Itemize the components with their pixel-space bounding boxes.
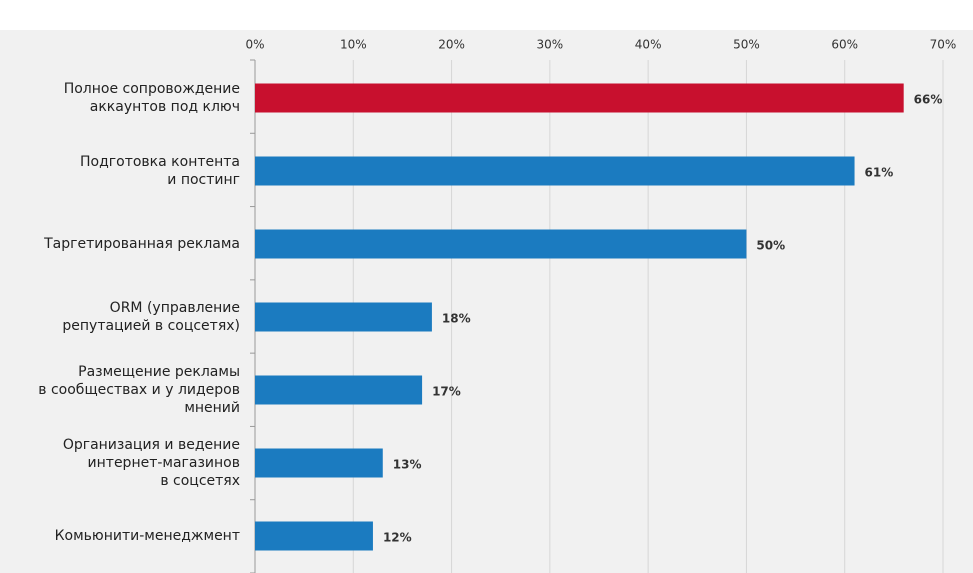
category-label: Организация и ведение интернет-магазинов… xyxy=(62,437,240,489)
category-label: Полное сопровождение аккаунтов под ключ xyxy=(63,81,240,115)
x-tick-label: 50% xyxy=(733,38,760,52)
value-label: 50% xyxy=(756,239,785,253)
x-tick-label: 40% xyxy=(635,38,662,52)
x-tick-label: 10% xyxy=(340,38,367,52)
category-label: Комьюнити-менеджмент xyxy=(54,528,240,544)
category-label: Подготовка контента и постинг xyxy=(80,154,240,188)
category-label: Таргетированная реклама xyxy=(44,236,240,252)
bar xyxy=(255,83,904,113)
bar xyxy=(255,521,373,551)
x-tick-label: 0% xyxy=(245,38,264,52)
value-label: 13% xyxy=(393,458,422,472)
value-label: 61% xyxy=(865,166,894,180)
header-band xyxy=(0,0,973,30)
bar xyxy=(255,156,855,186)
category-label: ORM (управление репутацией в соцсетях) xyxy=(62,300,240,334)
value-label: 12% xyxy=(383,531,412,545)
x-tick-label: 20% xyxy=(438,38,465,52)
value-label: 66% xyxy=(914,93,943,107)
value-label: 17% xyxy=(432,385,461,399)
bar xyxy=(255,302,432,332)
x-tick-label: 70% xyxy=(930,38,957,52)
value-label: 18% xyxy=(442,312,471,326)
bar xyxy=(255,448,383,478)
x-tick-label: 60% xyxy=(831,38,858,52)
category-label: Размещение рекламы в сообществах и у лид… xyxy=(38,364,240,416)
bar xyxy=(255,229,747,259)
x-tick-label: 30% xyxy=(537,38,564,52)
bar xyxy=(255,375,423,405)
